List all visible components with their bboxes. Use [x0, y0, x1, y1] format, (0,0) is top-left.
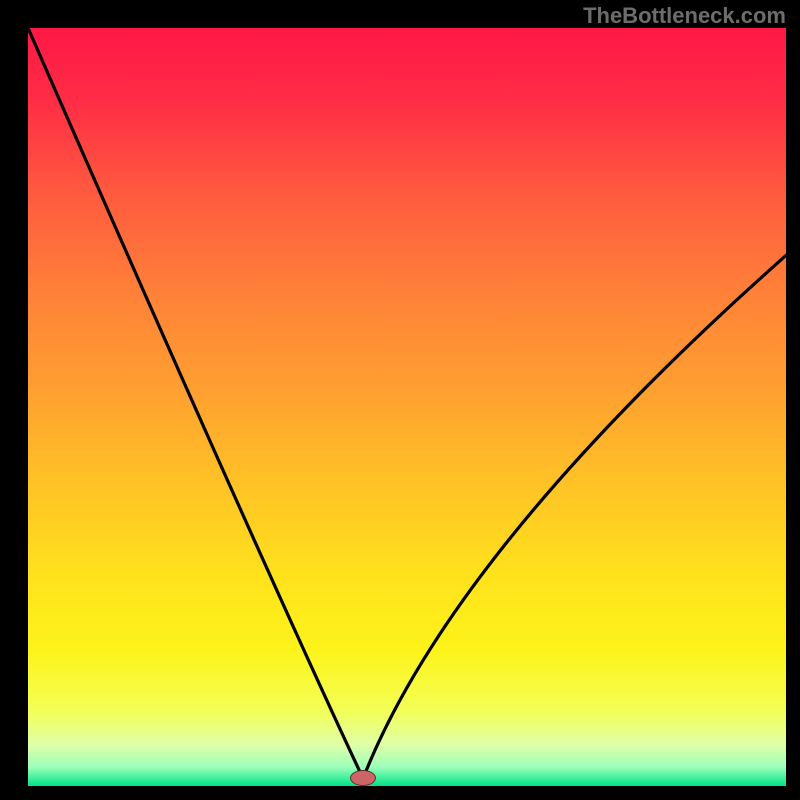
watermark-text: TheBottleneck.com: [583, 3, 786, 29]
minimum-marker-icon: [350, 770, 376, 786]
chart-container: TheBottleneck.com: [0, 0, 800, 800]
curve-path: [28, 28, 786, 778]
bottleneck-curve: [28, 28, 786, 786]
plot-area: [28, 28, 786, 786]
